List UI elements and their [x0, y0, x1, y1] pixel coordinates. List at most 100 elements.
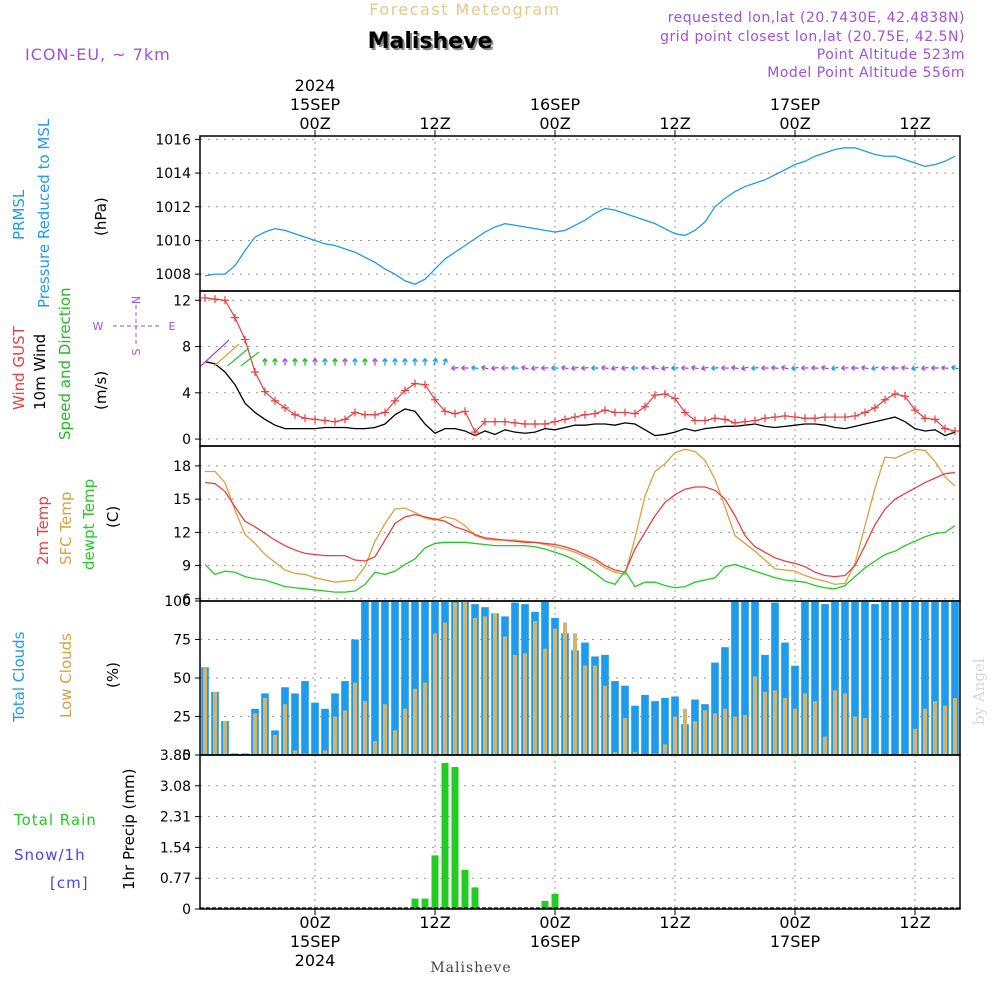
low-cloud-bar — [723, 708, 727, 755]
low-cloud-bar — [813, 701, 817, 755]
wind-arrow — [751, 366, 759, 370]
wind-arrow-head — [581, 365, 586, 371]
wind-arrow-head — [951, 365, 956, 371]
low-cloud-bar — [633, 751, 637, 755]
pressure-frame — [199, 135, 961, 292]
wind-arrow — [731, 366, 739, 370]
low-cloud-bar — [713, 713, 717, 755]
precip-ytick-label: 0 — [182, 902, 191, 918]
low-cloud-bar — [463, 601, 467, 755]
wind-arrow-head — [641, 365, 646, 371]
wind-arrow — [581, 366, 589, 370]
total-cloud-bar — [651, 701, 659, 755]
top-year-label: 2024 — [295, 76, 336, 95]
temperature-ylabel: 2m Temp SFC Temp dewpt Temp (C) — [34, 479, 122, 570]
bottom-time-label: 00Z — [779, 913, 810, 932]
footer-location: Malisheve — [430, 960, 511, 976]
rain-bar — [451, 767, 459, 909]
wind-arrow-head — [312, 358, 318, 363]
low-cloud-bar — [693, 721, 697, 755]
wind-gust-marker — [781, 411, 789, 420]
wind-gust-marker — [351, 408, 359, 417]
wind-arrow — [741, 366, 749, 370]
wind-arrow — [651, 366, 659, 370]
low-cloud-bar — [923, 708, 927, 755]
wind-arrow — [901, 366, 909, 370]
wind-plot — [200, 293, 959, 437]
low-cloud-bar — [953, 698, 957, 755]
clouds-plot — [201, 601, 959, 755]
wind-arrow — [871, 366, 879, 370]
wind-gust-marker — [451, 409, 459, 418]
wind-arrow-head — [691, 365, 696, 371]
total-cloud-bar — [291, 693, 299, 755]
compass-west: W — [93, 320, 104, 333]
wind-gust-marker — [551, 417, 559, 426]
temp-2m-line — [204, 471, 956, 578]
low-cloud-bar — [593, 665, 597, 755]
wind-gust-marker — [391, 396, 399, 405]
temperature-plot — [204, 448, 956, 593]
total-cloud-bar — [901, 601, 909, 755]
wind-gust-marker — [471, 428, 479, 437]
wind-arrow — [621, 366, 629, 370]
total-cloud-bar — [841, 601, 849, 755]
wind-gust-marker — [911, 406, 919, 415]
clouds-ytick-label: 0 — [182, 748, 191, 764]
wind-arrow — [213, 343, 240, 367]
wind-arrow-head — [891, 365, 896, 371]
wind-arrow-head — [481, 365, 486, 371]
wind-arrow-head — [881, 365, 886, 371]
wind-gust-marker — [481, 417, 489, 426]
wind-gust-marker — [221, 296, 229, 305]
bottom-time-label: 00Z — [299, 913, 330, 932]
low-cloud-bar — [523, 653, 527, 755]
low-cloud-bar — [513, 654, 517, 755]
wind-gust-marker — [251, 367, 259, 376]
wind-arrow-head — [372, 358, 378, 363]
wind-gust-marker — [721, 415, 729, 424]
low-cloud-bar — [263, 698, 267, 755]
low-cloud-bar — [783, 698, 787, 755]
wind-gust-marker — [661, 389, 669, 398]
wind-arrow-head — [292, 358, 298, 363]
wind-arrow — [701, 366, 709, 370]
bottom-time-label: 12Z — [419, 913, 450, 932]
pressure-ytick-label: 1016 — [155, 132, 191, 148]
wind-gust-marker — [881, 395, 889, 404]
temp-unit: (C) — [104, 506, 122, 528]
wind-arrow-head — [621, 365, 626, 371]
wind-arrow — [433, 358, 437, 366]
temp-label-line-2: SFC Temp — [57, 492, 75, 565]
total-cloud-bar — [301, 681, 309, 755]
total-cloud-bar — [401, 601, 409, 755]
pressure-unit: (hPa) — [92, 197, 110, 236]
bottom-time-label: 00Z — [539, 913, 570, 932]
wind-gust-marker — [531, 420, 539, 429]
wind-gust-marker — [811, 414, 819, 423]
pressure-ytick-label: 1014 — [155, 166, 191, 182]
wind-gust-marker — [741, 417, 749, 426]
wind-gust-marker — [301, 414, 309, 423]
rain-bar — [561, 907, 569, 909]
grid-point-coordinates: grid point closest lon,lat (20.75E, 42.5… — [660, 29, 965, 45]
top-time-label: 12Z — [419, 114, 450, 133]
wind-arrow-head — [402, 358, 408, 363]
temp-dewpt-line — [204, 525, 956, 593]
wind-gust-marker — [601, 406, 609, 415]
total-cloud-bar — [241, 753, 249, 755]
low-cloud-bar — [763, 691, 767, 755]
clouds-label-line-2: Low Clouds — [57, 633, 75, 718]
wind-gust-marker — [411, 379, 419, 388]
temperature-ytick-label: 18 — [173, 459, 191, 475]
total-cloud-bar — [851, 601, 859, 755]
wind-arrow — [921, 366, 929, 370]
location-title-shadow: Malisheve — [370, 31, 495, 56]
low-cloud-bar — [833, 690, 837, 755]
wind-arrow-head — [432, 358, 438, 363]
requested-coordinates: requested lon,lat (20.7430E, 42.4838N) — [668, 10, 965, 26]
wind-arrow-head — [332, 358, 338, 363]
low-cloud-bar — [313, 753, 317, 755]
wind-gust-marker — [841, 413, 849, 422]
